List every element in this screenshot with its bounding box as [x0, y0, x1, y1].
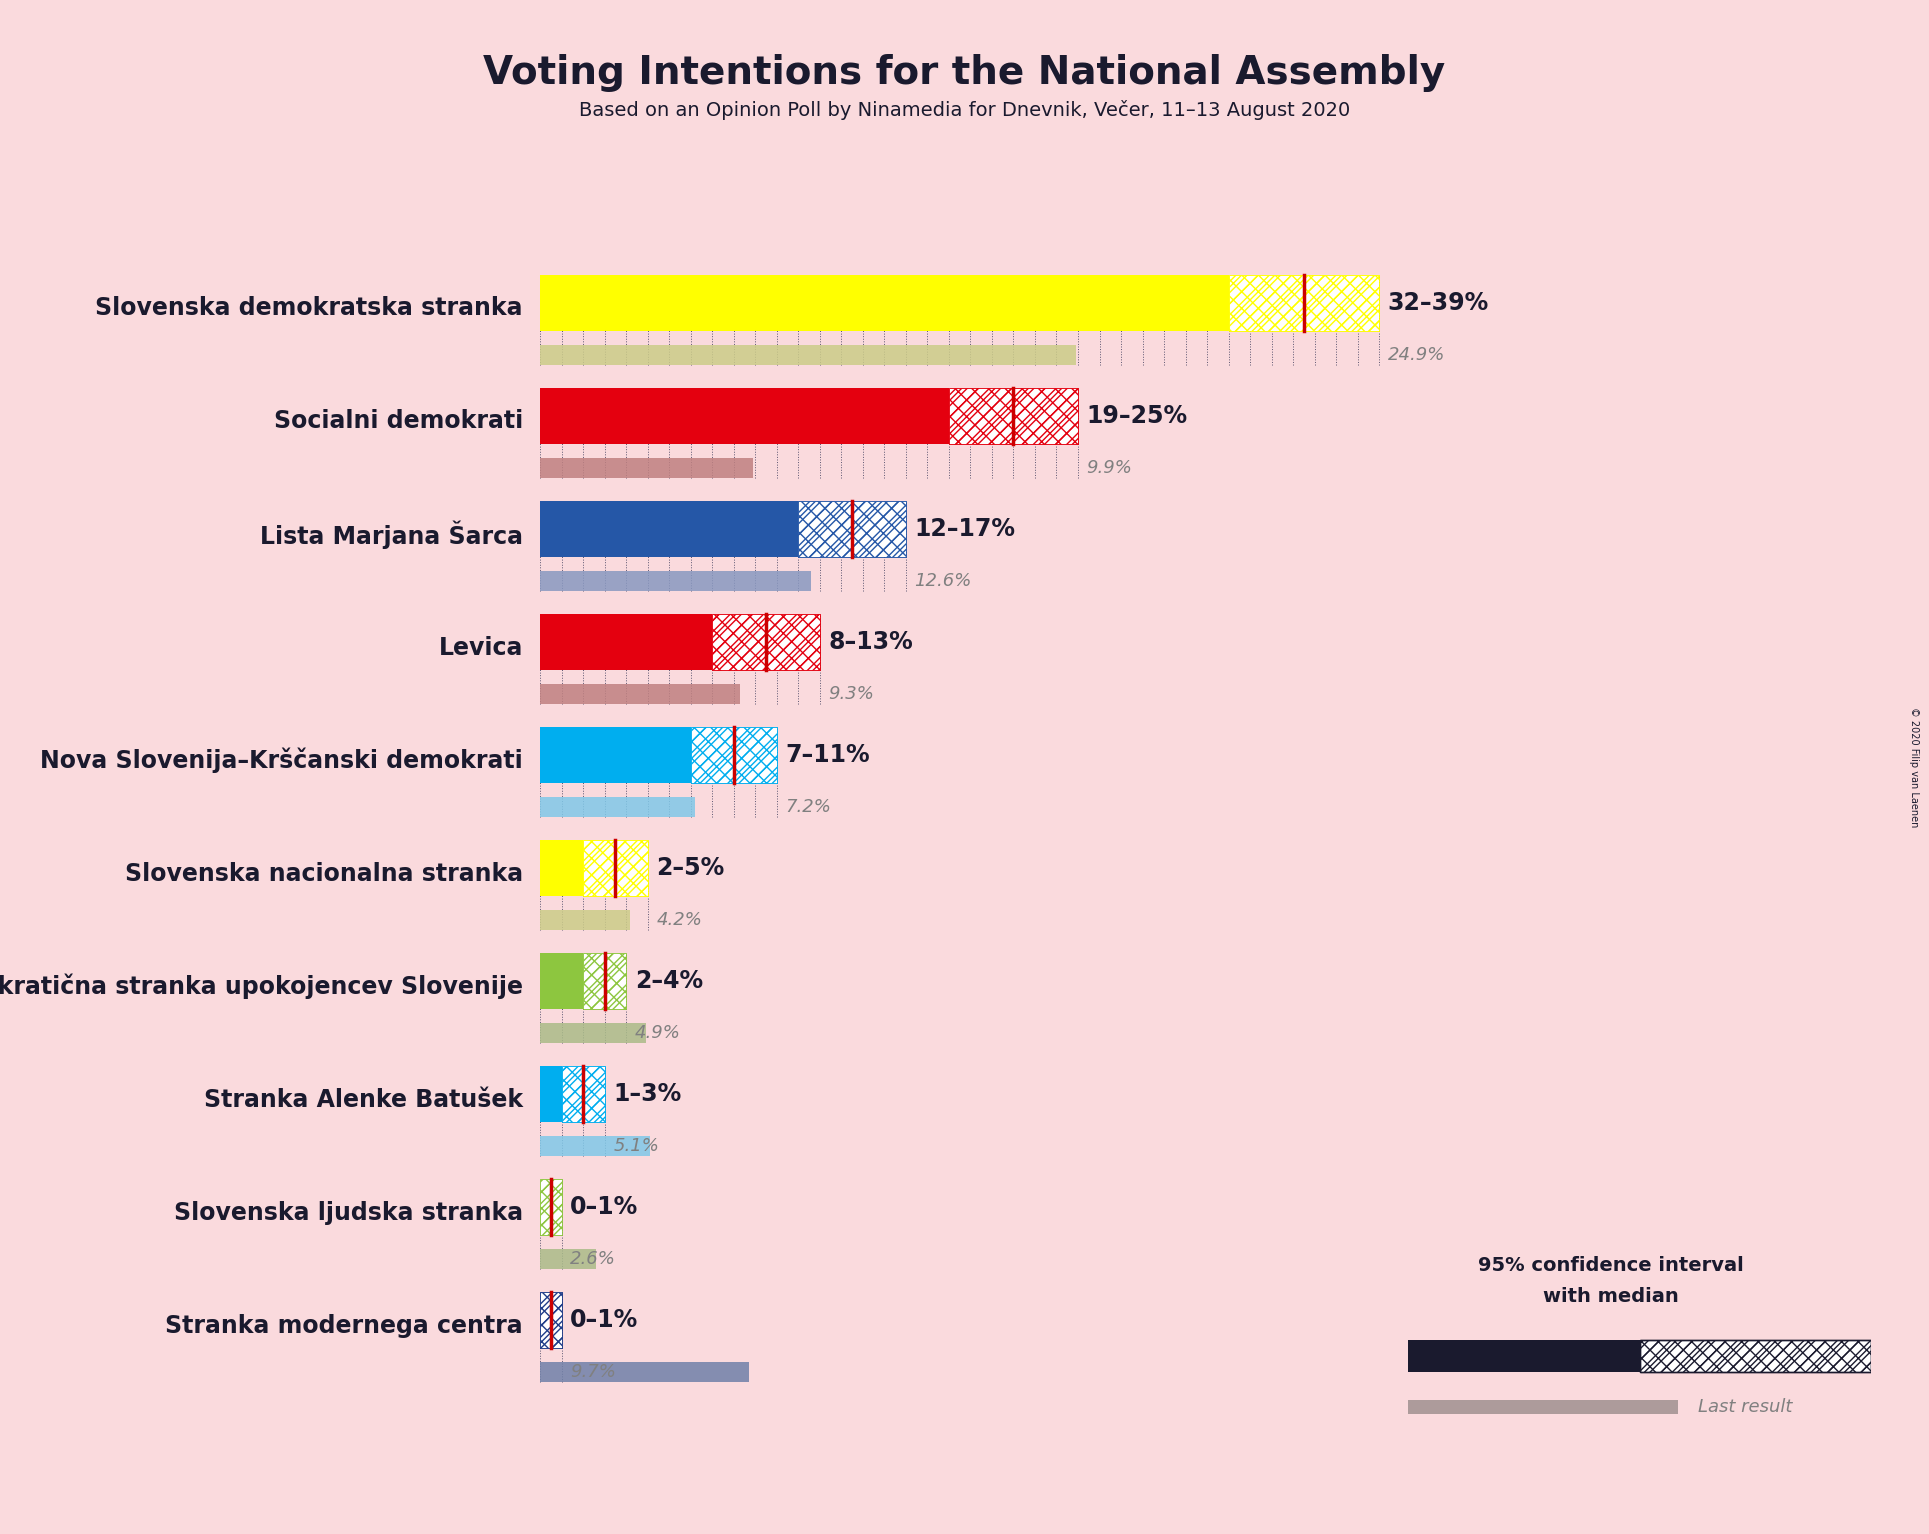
Text: 2.6%: 2.6% — [571, 1250, 615, 1269]
Bar — [540, 457, 752, 479]
Bar — [540, 1362, 748, 1382]
Text: with median: with median — [1543, 1287, 1678, 1305]
Bar — [540, 614, 712, 670]
Bar — [1229, 275, 1379, 331]
Bar — [540, 953, 583, 1009]
Text: 12.6%: 12.6% — [914, 572, 972, 589]
Text: 24.9%: 24.9% — [1387, 345, 1445, 364]
Text: Slovenska nacionalna stranka: Slovenska nacionalna stranka — [125, 862, 523, 885]
Bar — [583, 839, 648, 896]
Text: 7–11%: 7–11% — [785, 742, 870, 767]
Bar — [540, 1292, 561, 1348]
Bar — [1408, 1399, 1678, 1414]
Bar — [712, 614, 820, 670]
Text: 0–1%: 0–1% — [571, 1309, 638, 1332]
Bar — [540, 500, 799, 557]
Bar — [540, 1066, 561, 1123]
Bar — [949, 388, 1078, 443]
Text: 9.7%: 9.7% — [571, 1364, 615, 1381]
Bar — [540, 1249, 596, 1269]
Bar — [1640, 1341, 1871, 1371]
Bar — [691, 727, 777, 784]
Text: Lista Marjana Šarca: Lista Marjana Šarca — [260, 520, 523, 549]
Text: 8–13%: 8–13% — [828, 630, 912, 653]
Bar — [583, 953, 627, 1009]
Bar — [561, 1066, 604, 1123]
Text: 9.3%: 9.3% — [828, 684, 874, 703]
Bar — [1408, 1341, 1640, 1371]
Text: 2–5%: 2–5% — [656, 856, 725, 881]
Text: Slovenska ljudska stranka: Slovenska ljudska stranka — [174, 1201, 523, 1224]
Bar — [1229, 275, 1379, 331]
Bar — [1229, 275, 1379, 331]
Text: Slovenska demokratska stranka: Slovenska demokratska stranka — [95, 296, 523, 321]
Bar — [583, 839, 648, 896]
Text: Nova Slovenija–Krščanski demokrati: Nova Slovenija–Krščanski demokrati — [41, 747, 523, 773]
Text: 7.2%: 7.2% — [785, 798, 831, 816]
Text: 19–25%: 19–25% — [1086, 403, 1188, 428]
Text: Last result: Last result — [1698, 1397, 1792, 1416]
Bar — [540, 571, 812, 591]
Bar — [561, 1066, 604, 1123]
Bar — [540, 684, 741, 704]
Text: Voting Intentions for the National Assembly: Voting Intentions for the National Assem… — [484, 54, 1445, 92]
Bar — [712, 614, 820, 670]
Text: 0–1%: 0–1% — [571, 1195, 638, 1220]
Bar — [540, 275, 1229, 331]
Bar — [949, 388, 1078, 443]
Bar — [540, 345, 1076, 365]
Text: 12–17%: 12–17% — [914, 517, 1015, 542]
Bar — [540, 1178, 561, 1235]
Text: Stranka Alenke Batušek: Stranka Alenke Batušek — [204, 1088, 523, 1112]
Text: Levica: Levica — [438, 635, 523, 660]
Text: 9.9%: 9.9% — [1086, 459, 1132, 477]
Bar — [540, 1178, 561, 1235]
Text: 4.2%: 4.2% — [656, 911, 702, 930]
Bar — [691, 727, 777, 784]
Text: 95% confidence interval: 95% confidence interval — [1478, 1256, 1744, 1275]
Text: Stranka modernega centra: Stranka modernega centra — [166, 1313, 523, 1338]
Bar — [799, 500, 907, 557]
Bar — [691, 727, 777, 784]
Bar — [540, 727, 691, 784]
Bar — [583, 953, 627, 1009]
Text: 1–3%: 1–3% — [613, 1081, 681, 1106]
Bar — [799, 500, 907, 557]
Bar — [1640, 1341, 1871, 1371]
Bar — [540, 388, 949, 443]
Bar — [540, 1292, 561, 1348]
Bar — [540, 839, 583, 896]
Bar — [583, 839, 648, 896]
Text: 5.1%: 5.1% — [613, 1137, 660, 1155]
Text: 2–4%: 2–4% — [635, 969, 702, 992]
Bar — [540, 1292, 561, 1348]
Bar — [540, 910, 631, 930]
Text: 32–39%: 32–39% — [1387, 291, 1489, 314]
Text: Socialni demokrati: Socialni demokrati — [274, 410, 523, 434]
Text: Demokratična stranka upokojencev Slovenije: Demokratična stranka upokojencev Sloveni… — [0, 974, 523, 999]
Bar — [1640, 1341, 1871, 1371]
Bar — [712, 614, 820, 670]
Bar — [799, 500, 907, 557]
Bar — [540, 1135, 650, 1157]
Text: © 2020 Filip van Laenen: © 2020 Filip van Laenen — [1910, 707, 1919, 827]
Bar — [583, 953, 627, 1009]
Bar — [540, 796, 694, 818]
Bar — [949, 388, 1078, 443]
Bar — [561, 1066, 604, 1123]
Text: Based on an Opinion Poll by Ninamedia for Dnevnik, Večer, 11–13 August 2020: Based on an Opinion Poll by Ninamedia fo… — [579, 100, 1350, 120]
Bar — [540, 1178, 561, 1235]
Bar — [540, 1023, 646, 1043]
Text: 4.9%: 4.9% — [635, 1025, 681, 1042]
